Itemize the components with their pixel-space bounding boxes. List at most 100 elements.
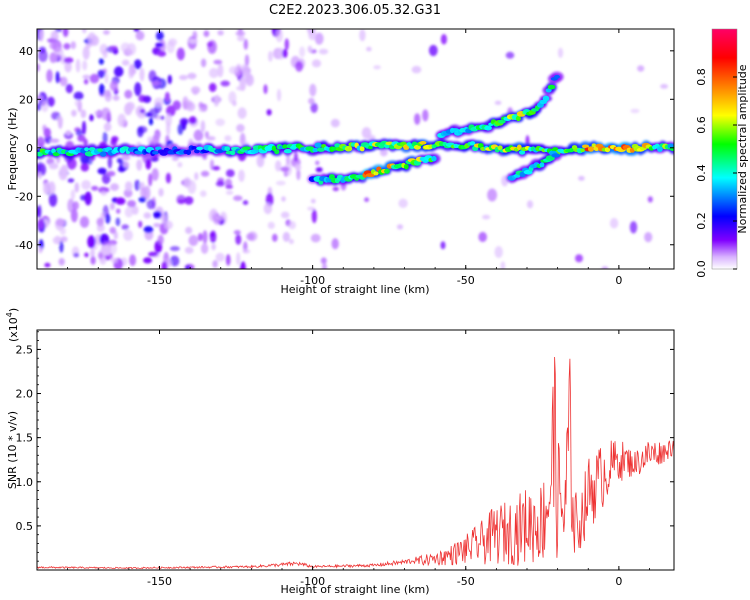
spectrogram-ridge-blob [515, 115, 521, 122]
spectrogram-noise-blob [307, 45, 313, 53]
spectrogram-noise-blob [184, 196, 194, 205]
spectrogram-ridge-blob [547, 84, 556, 90]
spectrogram-noise-blob [263, 203, 273, 215]
spectrogram-noise-blob [243, 38, 248, 50]
spectrogram-noise-blob [637, 65, 645, 72]
spectrogram-noise-blob [228, 91, 237, 104]
spectrogram-noise-blob [37, 171, 42, 180]
spectrogram-x-tick-label: -100 [300, 274, 325, 287]
spectrogram-noise-blob [177, 123, 184, 135]
spectrogram-noise-blob [75, 58, 81, 73]
snr-x-tick-label: -50 [457, 575, 475, 588]
spectrogram-noise-blob [200, 120, 206, 133]
spectrogram-noise-blob [204, 131, 209, 139]
spectrogram-noise-blob [47, 181, 56, 195]
spectrogram-noise-blob [37, 218, 45, 230]
spectrogram-ridge-blob [498, 119, 506, 124]
spectrogram-ridge-blob [519, 150, 526, 155]
spectrogram-noise-blob [398, 198, 408, 208]
spectrogram-noise-blob [282, 48, 288, 59]
spectrogram-noise-blob [84, 252, 89, 258]
spectrogram-noise-blob [102, 131, 108, 145]
spectrogram-noise-blob [211, 243, 216, 251]
spectrogram-noise-blob [147, 136, 154, 145]
spectrogram-frame [36, 28, 675, 270]
spectrogram-noise-blob [155, 31, 164, 41]
spectrogram-noise-blob [200, 190, 207, 197]
spectrogram-noise-blob [364, 197, 370, 202]
spectrogram-noise-blob [202, 230, 208, 244]
spectrogram-noise-blob [526, 200, 534, 209]
spectrogram-noise-blob [182, 96, 189, 110]
spectrogram-noise-blob [647, 196, 653, 203]
spectrogram-y-axis-label: Frequency (Hz) [6, 108, 19, 191]
spectrogram-noise-blob [81, 180, 91, 190]
spectrogram-noise-blob [148, 117, 154, 126]
spectrogram-noise-blob [47, 96, 55, 107]
spectrogram-noise-blob [103, 30, 110, 35]
spectrogram-noise-blob [165, 172, 171, 184]
spectrogram-ridge-blob [152, 150, 159, 155]
spectrogram-y-tick-label: 40 [19, 45, 33, 58]
spectrogram-noise-blob [41, 100, 49, 112]
spectrogram-noise-blob [73, 91, 84, 101]
snr-y-tick-label: 0.5 [16, 520, 34, 533]
spectrogram-noise-blob [138, 94, 146, 103]
colorbar: 0.0 0.2 0.4 0.6 0.8 Normalized spectral ampl… [695, 28, 749, 278]
spectrogram-noise-blob [157, 50, 167, 57]
snr-frame [36, 329, 675, 571]
spectrogram-ridge-blob [580, 148, 585, 152]
spectrogram-noise-blob [38, 246, 43, 254]
spectrogram-noise-blob [48, 162, 59, 170]
spectrogram-noise-blob [151, 80, 162, 86]
spectrogram-noise-blob [217, 63, 224, 78]
spectrogram-noise-blob [124, 181, 133, 192]
spectrogram-noise-blob [171, 156, 179, 162]
spectrogram-noise-blob [197, 233, 203, 242]
spectrogram-noise-blob [103, 122, 112, 132]
spectrogram-noise-blob [120, 42, 131, 53]
spectrogram-noise-blob [630, 108, 640, 114]
spectrogram-ridge-blob [250, 149, 259, 154]
spectrogram-noise-blob [70, 41, 77, 50]
spectrogram-ridge-blob [368, 145, 373, 150]
colorbar-tick-label: 0.8 [695, 68, 708, 86]
spectrogram-noise-blob [332, 186, 339, 192]
spectrogram-noise-blob [59, 76, 68, 87]
spectrogram-ridge-blob [419, 141, 427, 145]
spectrogram-noise-blob [268, 50, 273, 62]
spectrogram-noise-blob [70, 189, 76, 200]
spectrogram-noise-blob [67, 178, 75, 183]
spectrogram-noise-blob [82, 29, 87, 34]
colorbar-gradient [711, 28, 738, 270]
spectrogram-noise-blob [139, 109, 146, 114]
spectrogram-noise-blob [148, 173, 153, 187]
spectrogram-noise-blob [256, 154, 265, 168]
spectrogram-noise-blob [67, 198, 75, 213]
spectrogram-noise-blob [235, 234, 242, 245]
spectrogram-noise-blob [276, 88, 282, 102]
spectrogram-noise-blob [482, 214, 491, 220]
spectrogram-noise-blob [309, 83, 317, 97]
spectrogram-noise-blob [82, 74, 91, 79]
spectrogram-noise-blob [158, 188, 164, 197]
spectrogram-noise-blob [284, 38, 289, 51]
snr-x-tick-label: -150 [147, 575, 172, 588]
spectrogram-noise-blob [39, 29, 44, 42]
spectrogram-noise-blob [318, 48, 329, 55]
spectrogram-noise-blob [366, 46, 372, 52]
spectrogram-noise-blob [74, 182, 80, 193]
spectrogram-noise-blob [58, 166, 68, 181]
spectrogram-panel: -150 -100 -50 0 -40 -20 0 20 40 Height of straig… [6, 28, 675, 296]
spectrogram-noise-blob [214, 94, 221, 105]
spectrogram-noise-blob [153, 223, 161, 228]
spectrogram-noise-blob [165, 113, 173, 127]
spectrogram-noise-blob [109, 80, 118, 91]
spectrogram-noise-blob [184, 246, 194, 254]
spectrogram-noise-blob [134, 179, 141, 191]
spectrogram-noise-blob [411, 65, 422, 74]
spectrogram-noise-blob [133, 29, 140, 32]
spectrogram-ridge-blob [477, 143, 484, 149]
spectrogram-noise-blob [98, 83, 105, 96]
